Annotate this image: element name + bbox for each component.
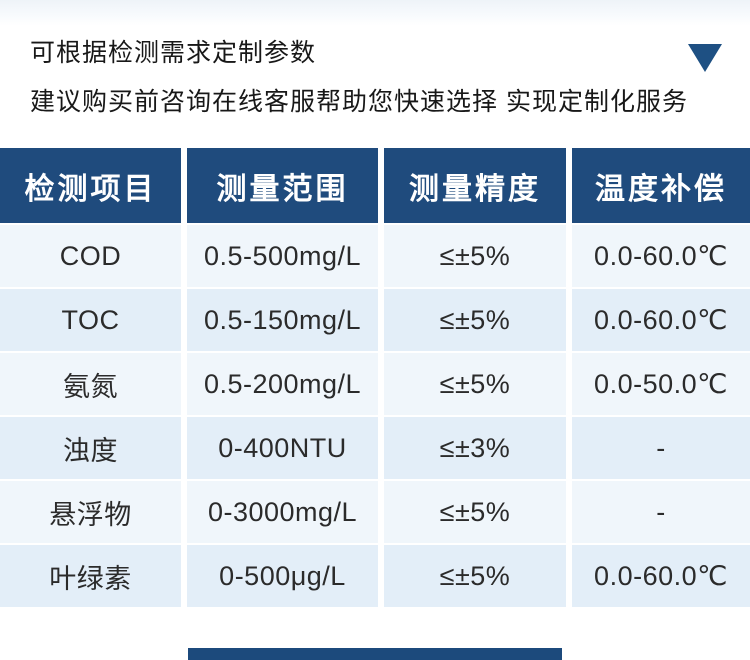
table-cell: - <box>572 417 750 479</box>
triangle-down-icon <box>688 44 722 72</box>
col-header-temp-comp: 温度补偿 <box>572 148 750 223</box>
table-cell: TOC <box>0 289 181 351</box>
table-cell: ≤±5% <box>384 289 566 351</box>
intro-line-2: 建议购买前咨询在线客服帮助您快速选择 实现定制化服务 <box>30 87 688 116</box>
table-cell: 浊度 <box>0 417 181 479</box>
table-cell: 0.5-500mg/L <box>187 225 378 287</box>
col-header-accuracy: 测量精度 <box>384 148 566 223</box>
table-cell: COD <box>0 225 181 287</box>
table-cell: 0.0-60.0℃ <box>572 289 750 351</box>
table-cell: 0.0-60.0℃ <box>572 225 750 287</box>
col-header-item: 检测项目 <box>0 148 181 223</box>
table-cell: ≤±3% <box>384 417 566 479</box>
table-cell: 0.5-200mg/L <box>187 353 378 415</box>
table-cell: 0.5-150mg/L <box>187 289 378 351</box>
table-cell: - <box>572 481 750 543</box>
previous-section-fade <box>0 0 750 26</box>
next-section-banner-edge <box>188 648 562 660</box>
table-cell: 0-400NTU <box>187 417 378 479</box>
table-cell: 0-3000mg/L <box>187 481 378 543</box>
table-cell: ≤±5% <box>384 353 566 415</box>
table-cell: 0-500μg/L <box>187 545 378 607</box>
table-cell: 0.0-60.0℃ <box>572 545 750 607</box>
table-cell: 叶绿素 <box>0 545 181 607</box>
table-cell: 0.0-50.0℃ <box>572 353 750 415</box>
table-cell: 悬浮物 <box>0 481 181 543</box>
table-cell: ≤±5% <box>384 481 566 543</box>
spec-table: 检测项目 测量范围 测量精度 温度补偿 COD 0.5-500mg/L ≤±5%… <box>0 148 750 607</box>
table-cell: ≤±5% <box>384 225 566 287</box>
intro-block: 可根据检测需求定制参数 建议购买前咨询在线客服帮助您快速选择 实现定制化服务 <box>30 39 722 116</box>
col-header-range: 测量范围 <box>187 148 378 223</box>
table-cell: ≤±5% <box>384 545 566 607</box>
table-cell: 氨氮 <box>0 353 181 415</box>
intro-line-1: 可根据检测需求定制参数 <box>30 39 317 67</box>
